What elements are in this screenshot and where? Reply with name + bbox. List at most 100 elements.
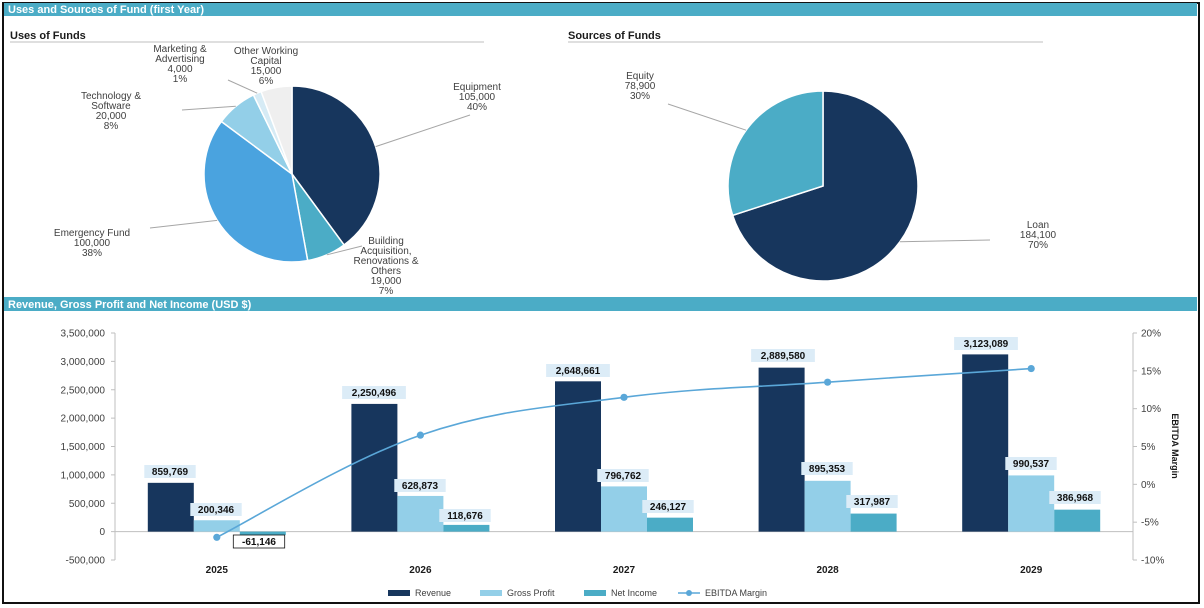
y-tick-label: 2,500,000 <box>61 385 106 396</box>
data-label-box-net-income-2025 <box>232 534 286 549</box>
ebitda-point-2027 <box>620 393 628 401</box>
bar-net-income-2026 <box>443 524 490 532</box>
pie-slice-equipment <box>291 85 381 246</box>
y2-tick-label: 15% <box>1141 366 1161 377</box>
data-label-gross-profit-2026: 628,873 <box>402 481 439 492</box>
pie-label-technology-software: Technology & Software 20,000 8% <box>81 91 141 132</box>
y2-tick-label: 10% <box>1141 404 1161 415</box>
leader-line-emergency-fund <box>149 219 218 229</box>
data-label-box-revenue-2025 <box>144 465 196 478</box>
pie-label-equity: Equity 78,900 30% <box>625 71 656 102</box>
legend-marker-ebitda-margin <box>686 590 692 596</box>
sources-of-funds-title: Sources of Funds <box>568 30 661 42</box>
y2-tick-label: 5% <box>1141 442 1156 453</box>
leader-line-marketing-advertising <box>227 79 258 94</box>
bar-net-income-2025 <box>239 531 286 536</box>
data-label-net-income-2027: 246,127 <box>650 502 687 513</box>
data-label-revenue-2027: 2,648,661 <box>556 366 601 377</box>
bar-gross-profit-2029 <box>1008 475 1055 532</box>
data-label-net-income-2028: 317,987 <box>854 497 891 508</box>
data-label-revenue-2025: 859,769 <box>152 467 189 478</box>
data-label-gross-profit-2029: 990,537 <box>1013 459 1050 470</box>
bar-gross-profit-2026 <box>397 495 444 532</box>
data-label-box-net-income-2029 <box>1049 491 1101 504</box>
data-label-box-net-income-2028 <box>846 495 898 508</box>
leader-line-technology-software <box>181 105 236 111</box>
pie-label-marketing-advertising: Marketing & Advertising 4,000 1% <box>153 44 207 85</box>
ebitda-point-2025 <box>213 533 221 541</box>
y2-tick-label: 0% <box>1141 480 1156 491</box>
pie-label-building-acquisition-renovations-others: Building Acquisition, Renovations & Others 1… <box>353 236 418 297</box>
legend-label-revenue: Revenue <box>415 588 451 598</box>
pie-slice-loan <box>731 90 919 282</box>
data-label-box-gross-profit-2027 <box>597 469 649 482</box>
pie-label-emergency-fund: Emergency Fund 100,000 38% <box>54 228 130 259</box>
x-category-label: 2027 <box>613 565 636 576</box>
data-label-box-gross-profit-2025 <box>190 503 242 516</box>
data-label-net-income-2025: -61,146 <box>242 537 276 548</box>
legend-label-ebitda-margin: EBITDA Margin <box>705 588 767 598</box>
legend-swatch-net-income <box>584 590 606 596</box>
y-tick-label: 3,000,000 <box>61 357 106 368</box>
data-label-gross-profit-2027: 796,762 <box>605 471 642 482</box>
y2-tick-label: -10% <box>1141 556 1164 567</box>
data-label-net-income-2026: 118,676 <box>447 511 483 522</box>
top-section-title: Uses and Sources of Fund (first Year) <box>8 4 204 16</box>
pie-slice-equity <box>727 90 824 217</box>
x-category-label: 2028 <box>816 565 839 576</box>
bar-revenue-2026 <box>351 403 398 532</box>
data-label-box-revenue-2027 <box>546 364 610 377</box>
bar-gross-profit-2028 <box>804 480 851 532</box>
data-label-net-income-2029: 386,968 <box>1057 493 1094 504</box>
data-label-box-revenue-2026 <box>342 386 406 399</box>
data-label-revenue-2029: 3,123,089 <box>964 339 1009 350</box>
bar-gross-profit-2025 <box>193 520 240 532</box>
bar-revenue-2025 <box>147 482 194 532</box>
y-tick-label: -500,000 <box>66 556 106 567</box>
pie-label-other-working-capital: Other Working Capital 15,000 6% <box>234 46 298 87</box>
y-tick-label: 2,000,000 <box>61 414 106 425</box>
uses-of-funds-title: Uses of Funds <box>10 30 86 42</box>
x-category-label: 2029 <box>1020 565 1043 576</box>
data-label-box-gross-profit-2026 <box>394 479 446 492</box>
data-label-box-gross-profit-2028 <box>801 462 853 475</box>
data-label-box-net-income-2027 <box>642 500 694 513</box>
data-label-box-revenue-2029 <box>954 337 1018 350</box>
x-category-label: 2026 <box>409 565 432 576</box>
legend-swatch-gross-profit <box>480 590 502 596</box>
y-tick-label: 1,500,000 <box>61 442 106 453</box>
bottom-section-title: Revenue, Gross Profit and Net Income (US… <box>8 299 252 311</box>
y-tick-label: 3,500,000 <box>61 329 106 340</box>
y2-tick-label: 20% <box>1141 329 1161 340</box>
bar-revenue-2027 <box>555 381 601 532</box>
pie-label-loan: Loan 184,100 70% <box>1020 220 1057 251</box>
ebitda-point-2028 <box>824 378 832 386</box>
leader-line-loan <box>899 239 991 243</box>
bar-net-income-2028 <box>850 513 897 532</box>
leader-line-equity <box>667 103 747 131</box>
data-label-revenue-2028: 2,889,580 <box>761 351 806 362</box>
y2-tick-label: -5% <box>1141 518 1159 529</box>
x-category-label: 2025 <box>206 565 229 576</box>
bar-revenue-2029 <box>962 354 1009 532</box>
data-label-box-net-income-2026 <box>439 509 491 522</box>
legend-label-gross-profit: Gross Profit <box>507 588 555 598</box>
legend-label-net-income: Net Income <box>611 588 657 598</box>
data-label-gross-profit-2025: 200,346 <box>198 505 235 516</box>
ebitda-point-2026 <box>416 431 424 439</box>
data-label-box-revenue-2028 <box>751 349 815 362</box>
legend-swatch-revenue <box>388 590 410 596</box>
leader-line-building-acquisition-renovations-others <box>326 245 363 256</box>
y-tick-label: 500,000 <box>69 499 106 510</box>
data-label-box-gross-profit-2029 <box>1005 457 1057 470</box>
revenue-bar-chart: -500,000 0 500,000 1,000,000 1,500,000 2,000,… <box>61 329 1181 599</box>
y-tick-label: 1,000,000 <box>61 470 106 481</box>
pie-slice-other-working-capital <box>260 85 293 175</box>
bar-revenue-2028 <box>758 367 805 532</box>
y2-axis-title: EBITDA Margin <box>1170 413 1180 478</box>
leader-line-equipment <box>375 114 471 148</box>
top-section-banner <box>4 3 1197 16</box>
bar-net-income-2027 <box>647 517 693 532</box>
y-tick-label: 0 <box>99 527 105 538</box>
